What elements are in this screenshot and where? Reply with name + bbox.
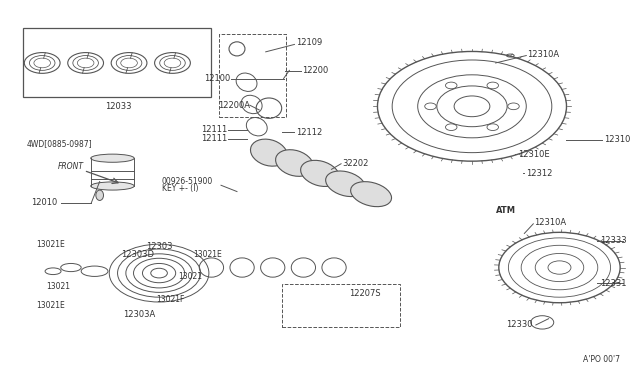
Text: ATM: ATM — [495, 206, 516, 215]
Text: 12111: 12111 — [201, 134, 227, 143]
Text: 13021F: 13021F — [157, 295, 185, 304]
Text: 12310A: 12310A — [534, 218, 566, 227]
Text: 12310E: 12310E — [518, 150, 550, 159]
Text: 12303A: 12303A — [124, 311, 156, 320]
Ellipse shape — [276, 150, 314, 176]
Bar — [219, 34, 286, 118]
Text: 12330: 12330 — [506, 321, 533, 330]
Bar — [23, 29, 211, 97]
Text: 13021E: 13021E — [36, 240, 65, 249]
Text: 12303: 12303 — [147, 241, 173, 250]
Ellipse shape — [91, 182, 134, 190]
Text: 13021E: 13021E — [193, 250, 222, 259]
Text: 12207S: 12207S — [349, 289, 380, 298]
Text: 12033: 12033 — [106, 102, 132, 111]
Text: 12312: 12312 — [525, 169, 552, 177]
Text: 12010: 12010 — [31, 198, 58, 207]
Text: 12200A: 12200A — [218, 101, 250, 110]
Text: 32202: 32202 — [342, 158, 369, 167]
Text: 13021: 13021 — [178, 272, 202, 281]
Text: 12331: 12331 — [600, 279, 626, 288]
Text: 13021: 13021 — [47, 282, 70, 291]
Text: A'PO 00'7: A'PO 00'7 — [583, 355, 620, 364]
Ellipse shape — [326, 171, 365, 196]
Text: 12100: 12100 — [204, 74, 230, 83]
Text: 12112: 12112 — [296, 128, 322, 137]
Text: FRONT: FRONT — [58, 162, 84, 171]
Text: 12303D: 12303D — [121, 250, 154, 259]
Ellipse shape — [250, 139, 287, 166]
Ellipse shape — [91, 154, 134, 162]
Text: 12310: 12310 — [604, 135, 630, 144]
Text: 13021E: 13021E — [36, 301, 65, 310]
Ellipse shape — [96, 190, 104, 201]
Ellipse shape — [351, 182, 392, 207]
Text: 12200: 12200 — [302, 66, 328, 75]
Ellipse shape — [301, 160, 339, 186]
Text: 12310A: 12310A — [527, 50, 559, 59]
Text: 00926-51900: 00926-51900 — [162, 177, 213, 186]
Text: 12109: 12109 — [296, 38, 322, 47]
Text: 4WD[0885-0987]: 4WD[0885-0987] — [26, 139, 92, 148]
Text: 12333: 12333 — [600, 236, 627, 246]
Bar — [282, 284, 400, 327]
Text: KEY +- (I): KEY +- (I) — [162, 185, 198, 193]
Text: 12111: 12111 — [201, 125, 227, 134]
